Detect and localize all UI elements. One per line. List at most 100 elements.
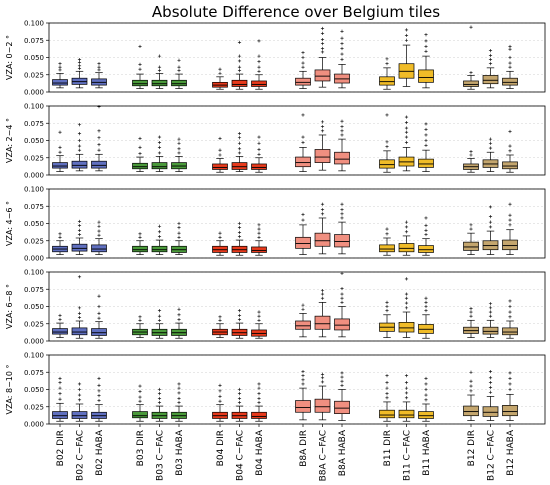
y-tick-label: 0.000	[24, 255, 44, 263]
flier-point	[385, 381, 389, 385]
flier-point	[138, 389, 142, 394]
x-tick-label: B04 HABA	[255, 429, 265, 476]
flier-point	[257, 382, 261, 386]
flier-point	[157, 151, 162, 155]
flier-point	[237, 392, 242, 396]
flier-point	[177, 58, 181, 62]
flier-point	[138, 395, 142, 399]
x-tick-label: B11 HABA	[422, 429, 432, 476]
flier-point	[97, 294, 101, 298]
box-b12-c-fac	[482, 369, 499, 421]
flier-point	[157, 69, 162, 73]
flier-point	[508, 371, 512, 375]
flier-point	[508, 47, 512, 51]
y-tick-label: 0.075	[24, 369, 44, 377]
box-iqr	[251, 80, 267, 87]
box-iqr	[502, 77, 518, 86]
box-iqr	[398, 322, 415, 333]
box-b03-c-fac	[151, 387, 168, 422]
x-tick-labels: B02 DIR B02 C−FAC B02 HABA B03 DIR B03 C−FAC…	[56, 424, 516, 481]
flier-point	[257, 135, 261, 139]
box-iqr	[482, 406, 499, 417]
y-tick-label: 0.100	[24, 186, 44, 194]
flier-point	[97, 233, 101, 237]
box-b04-haba	[251, 223, 267, 256]
flier-point	[340, 125, 344, 129]
flier-point	[97, 148, 101, 152]
flier-point	[469, 314, 473, 318]
box-iqr	[132, 79, 148, 87]
flier-point	[157, 318, 162, 322]
box-iqr	[151, 245, 168, 253]
flier-point	[177, 69, 181, 73]
box-b04-c-fac	[231, 221, 248, 256]
flier-point	[257, 65, 261, 69]
flier-point	[157, 54, 162, 58]
flier-point	[404, 306, 409, 310]
box-b11-haba	[418, 376, 434, 422]
flier-point	[257, 392, 261, 396]
flier-point	[340, 129, 344, 133]
flier-point	[138, 152, 142, 156]
y-tick-label: 0.025	[24, 320, 44, 328]
box-iqr	[151, 79, 168, 87]
flier-point	[58, 145, 62, 149]
box-b12-dir	[463, 223, 479, 255]
flier-point	[301, 55, 305, 60]
flier-point	[157, 230, 162, 234]
flier-point	[508, 304, 512, 309]
flier-point	[138, 67, 142, 71]
flier-point	[385, 113, 389, 117]
flier-point	[301, 212, 305, 217]
flier-point	[237, 221, 242, 226]
panel-5: 0.000 0.025 0.050 0.075 0.100 VZA: 8−10 °	[5, 352, 546, 429]
box-b02-haba	[91, 105, 107, 172]
box-iqr	[314, 398, 331, 413]
flier-point	[508, 55, 512, 60]
flier-point	[404, 28, 409, 32]
box-iqr	[334, 318, 350, 331]
flier-point	[97, 62, 101, 66]
x-tick-label: B8A DIR	[299, 430, 309, 467]
flier-point	[218, 383, 222, 387]
box-b04-dir	[212, 315, 228, 338]
flier-point	[77, 393, 82, 397]
flier-point	[138, 232, 142, 236]
flier-point	[488, 146, 493, 150]
box-b8a-dir	[295, 303, 311, 338]
flier-point	[508, 310, 512, 314]
flier-point	[320, 46, 325, 51]
flier-point	[237, 54, 242, 58]
box-b12-haba	[502, 371, 518, 421]
flier-point	[218, 315, 222, 319]
flier-point	[340, 216, 344, 220]
flier-point	[157, 314, 162, 318]
x-tick-label: B8A HABA	[338, 429, 348, 476]
box-b12-c-fac	[482, 302, 499, 338]
flier-point	[177, 386, 181, 390]
box-b8a-haba	[334, 202, 350, 255]
flier-point	[237, 318, 242, 322]
box-b02-c-fac	[71, 123, 88, 172]
panel-ylabel: VZA: 0−2 °	[5, 35, 14, 80]
flier-point	[320, 372, 325, 376]
box-b04-c-fac	[231, 309, 248, 339]
box-b12-haba	[502, 202, 518, 255]
y-tick-label: 0.050	[24, 220, 44, 228]
flier-point	[218, 136, 222, 141]
box-b02-haba	[91, 62, 107, 89]
flier-point	[301, 51, 305, 55]
box-iqr	[132, 162, 148, 170]
box-b11-haba	[418, 296, 434, 339]
flier-point	[257, 386, 261, 390]
flier-point	[469, 384, 473, 388]
box-iqr	[502, 405, 518, 417]
flier-point	[488, 381, 493, 385]
flier-point	[237, 313, 242, 318]
flier-point	[138, 315, 142, 319]
box-b12-c-fac	[482, 49, 499, 89]
box-b8a-dir	[295, 113, 311, 172]
y-tick-label: 0.000	[24, 421, 44, 429]
box-iqr	[502, 161, 518, 170]
